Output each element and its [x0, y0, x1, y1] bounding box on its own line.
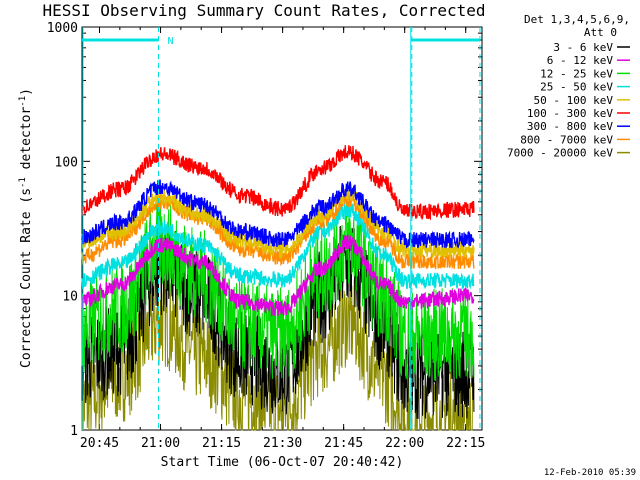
- x-axis-label: Start Time (06-Oct-07 20:40:42): [161, 455, 404, 470]
- legend-label: 50 - 100 keV: [534, 94, 614, 107]
- y-tick-label: 1000: [47, 21, 78, 36]
- y-axis-label: Corrected Count Rate (s-1 detector-1): [18, 88, 34, 368]
- y-tick-label: 10: [62, 290, 78, 305]
- legend-label: 12 - 25 keV: [540, 67, 613, 80]
- legend-label: 100 - 300 keV: [527, 107, 613, 120]
- x-tick-label: 21:30: [263, 436, 302, 451]
- x-tick-label: 21:00: [141, 436, 180, 451]
- observing-flags: N: [82, 27, 481, 430]
- chart-title: HESSI Observing Summary Count Rates, Cor…: [42, 1, 485, 20]
- legend-label: 3 - 6 keV: [553, 41, 613, 54]
- flag-label: N: [168, 36, 174, 47]
- legend-label: 800 - 7000 keV: [520, 133, 613, 146]
- legend-label: 300 - 800 keV: [527, 120, 613, 133]
- series-line: [81, 145, 475, 221]
- axis-ticks: 20:45 21:00 21:15 21:30 21:45 22:00 22:15 1 10 10…: [47, 21, 486, 451]
- series-line: [81, 274, 475, 432]
- x-tick-label: 20:45: [80, 436, 119, 451]
- series-group: [81, 145, 475, 432]
- series-line: [81, 186, 475, 260]
- footer-date: 12-Feb-2010 05:39: [544, 468, 636, 478]
- x-tick-label: 22:15: [446, 436, 485, 451]
- y-tick-label: 100: [55, 155, 78, 170]
- series-line: [81, 234, 475, 317]
- series-line: [81, 179, 475, 249]
- y-tick-label: 1: [70, 424, 78, 439]
- series-line: [81, 202, 475, 290]
- legend-label: 7000 - 20000 keV: [507, 147, 613, 160]
- x-tick-label: 22:00: [385, 436, 424, 451]
- x-tick-label: 21:15: [202, 436, 241, 451]
- legend-header-line-1: Det 1,3,4,5,6,9,: [524, 13, 630, 26]
- legend-header-line-2: Att 0: [584, 26, 617, 39]
- series-line: [81, 198, 475, 383]
- legend-label: 25 - 50 keV: [540, 81, 613, 94]
- x-tick-label: 21:45: [324, 436, 363, 451]
- series-line: [81, 193, 475, 270]
- legend-label: 6 - 12 keV: [547, 54, 614, 67]
